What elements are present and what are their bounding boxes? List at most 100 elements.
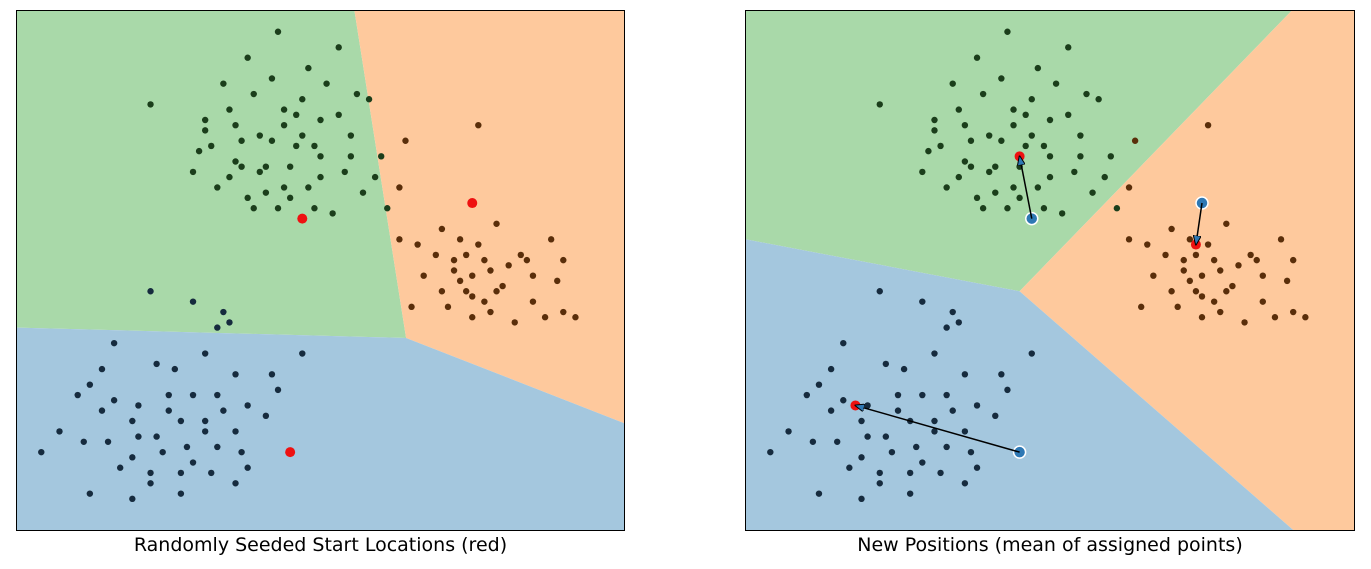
data-point <box>135 402 142 409</box>
data-point <box>1077 132 1084 139</box>
data-point <box>299 132 306 139</box>
data-point <box>937 142 944 150</box>
data-point <box>359 189 367 196</box>
data-point <box>1217 267 1224 274</box>
data-point <box>1040 142 1048 150</box>
data-point <box>1271 314 1279 321</box>
data-point <box>979 90 987 98</box>
data-point <box>1290 308 1297 316</box>
data-point <box>353 90 361 98</box>
data-point <box>493 220 500 227</box>
data-point <box>208 142 215 150</box>
data-point <box>973 194 981 202</box>
data-point <box>317 116 324 124</box>
data-point <box>560 256 567 264</box>
data-point <box>462 288 470 295</box>
data-point <box>481 256 488 264</box>
data-point <box>961 158 969 165</box>
data-point <box>384 205 391 212</box>
data-point <box>1144 241 1151 248</box>
data-point <box>815 381 823 388</box>
center-move-arrow <box>1196 202 1203 245</box>
data-point <box>906 469 914 477</box>
data-point <box>481 298 488 305</box>
data-point <box>1168 288 1175 295</box>
data-point <box>256 132 263 139</box>
data-point <box>214 443 221 451</box>
plot-frame <box>16 10 625 531</box>
data-point <box>931 127 938 134</box>
data-point <box>104 438 112 445</box>
data-point <box>238 448 245 456</box>
data-point <box>992 189 999 196</box>
data-point <box>840 339 847 347</box>
data-point <box>469 293 476 300</box>
data-point <box>931 417 938 425</box>
data-point <box>973 402 981 409</box>
data-point <box>293 111 300 119</box>
data-point <box>250 90 257 98</box>
data-point <box>998 75 1005 82</box>
data-point <box>1022 142 1029 150</box>
data-point <box>189 459 197 466</box>
data-point <box>177 490 185 497</box>
data-point <box>919 298 926 305</box>
data-point <box>232 121 239 129</box>
data-point <box>913 443 920 451</box>
data-point <box>280 121 288 129</box>
data-point <box>201 417 209 425</box>
data-point <box>147 480 154 487</box>
center-point <box>297 213 308 224</box>
data-point <box>232 371 239 378</box>
data-point <box>1010 106 1017 113</box>
data-point <box>949 308 956 316</box>
data-point <box>371 173 379 181</box>
data-point <box>967 137 975 144</box>
data-point <box>159 448 166 456</box>
data-point <box>110 397 118 404</box>
data-point <box>38 448 45 456</box>
data-point <box>572 314 579 321</box>
data-point <box>894 407 902 414</box>
data-point <box>432 251 440 259</box>
data-point <box>110 339 118 347</box>
data-point <box>949 80 956 87</box>
data-point <box>232 480 239 487</box>
data-point <box>882 360 890 368</box>
data-point <box>919 168 926 176</box>
data-point <box>1198 293 1206 300</box>
data-point <box>1010 184 1017 191</box>
data-point <box>943 324 950 331</box>
data-point <box>925 147 932 155</box>
data-point <box>268 75 276 82</box>
data-point <box>450 256 458 264</box>
data-point <box>888 448 896 456</box>
data-point <box>129 454 136 461</box>
data-point <box>214 391 221 399</box>
data-point <box>1168 225 1175 233</box>
data-point <box>438 288 446 295</box>
center-move-arrow <box>1020 156 1033 219</box>
data-point <box>214 184 221 191</box>
data-point <box>1034 184 1042 191</box>
chart-right-title: New Positions (mean of assigned points) <box>857 534 1243 556</box>
data-point <box>226 173 233 181</box>
data-point <box>1058 210 1066 217</box>
data-point <box>1217 308 1224 316</box>
data-point <box>244 402 251 409</box>
data-point <box>1204 121 1212 129</box>
data-point <box>116 464 124 471</box>
data-point <box>444 303 452 311</box>
data-point <box>876 480 883 487</box>
data-point <box>153 360 160 368</box>
data-point <box>305 184 312 191</box>
data-point <box>1259 298 1266 305</box>
data-point <box>529 272 537 279</box>
data-point <box>961 371 969 378</box>
data-point <box>1095 96 1102 103</box>
data-point <box>165 391 172 399</box>
data-point <box>992 163 999 170</box>
data-point <box>341 168 348 176</box>
data-point <box>1101 173 1108 181</box>
data-point <box>919 391 926 399</box>
